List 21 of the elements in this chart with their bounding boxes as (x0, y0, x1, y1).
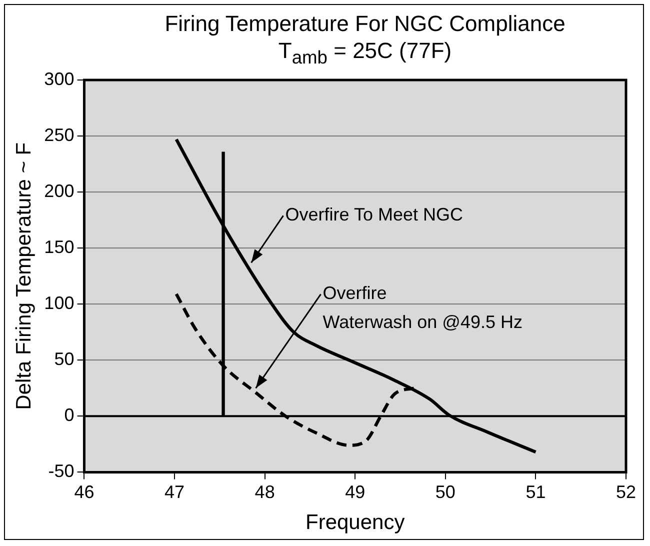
y-tick-label: 150 (44, 237, 74, 258)
x-tick-label: 50 (435, 482, 456, 502)
y-tick-label: 300 (44, 68, 74, 89)
annotation: Overfire To Meet NGC (285, 204, 463, 225)
x-tick-label: 47 (164, 482, 185, 502)
chart-subtitle: T$_{amb}$ = 25C (77F) (277, 37, 453, 70)
x-axis-title: Frequency (306, 511, 406, 534)
y-tick-label: 0 (64, 405, 74, 426)
y-tick-label: 250 (44, 124, 74, 145)
x-tick-label: 48 (254, 482, 275, 502)
chart-title: Firing Temperature For NGC Compliance (164, 10, 566, 37)
x-tick-label: 51 (526, 482, 546, 502)
y-tick-label: 50 (54, 349, 74, 370)
y-axis-title: Delta Firing Temperature ~ F (12, 142, 36, 410)
y-tick-label: 100 (44, 293, 74, 314)
y-tick-label: -50 (48, 461, 74, 482)
annotation: Overfire Waterwash on @49.5 Hz (322, 283, 522, 332)
x-tick-label: 46 (74, 482, 94, 502)
x-tick-label: 52 (616, 482, 636, 502)
y-tick-label: 200 (44, 181, 74, 202)
x-tick-label: 49 (345, 482, 366, 502)
